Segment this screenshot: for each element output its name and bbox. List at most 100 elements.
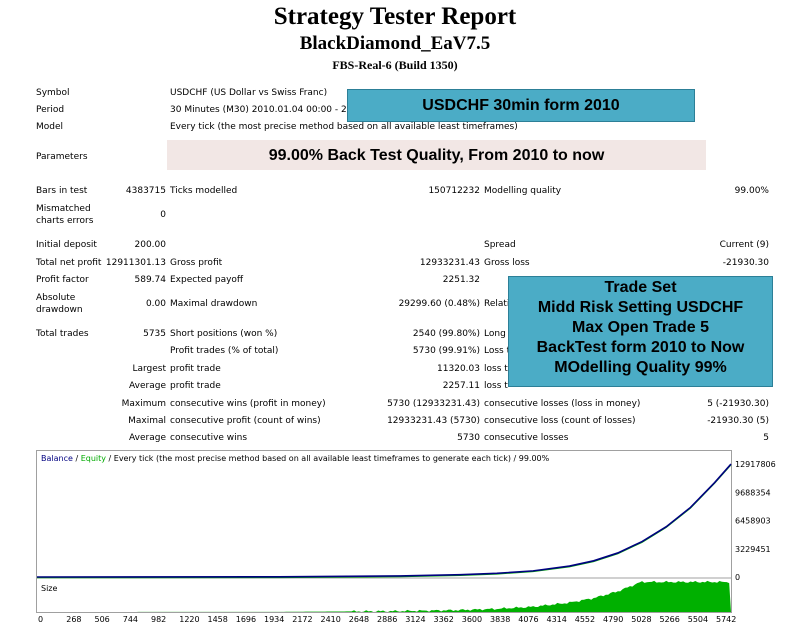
short-positions-label: Short positions (won %) <box>170 329 278 339</box>
x-tick-label: 5742 <box>716 615 736 624</box>
trade-set-line-1: Trade Set <box>604 279 677 296</box>
x-tick-label: 1934 <box>264 615 284 624</box>
x-tick-label: 3124 <box>405 615 425 624</box>
overlay-trade-set: Trade Set Midd Risk Setting USDCHF Max O… <box>508 276 773 387</box>
overlay-quality-note: 99.00% Back Test Quality, From 2010 to n… <box>167 140 706 170</box>
total-trades-value: 5735 <box>143 329 166 339</box>
largest-profit-value: 11320.03 <box>437 364 480 374</box>
maximal-consec-loss-label: consecutive loss (count of losses) <box>484 416 636 426</box>
model-label: Model <box>36 122 64 132</box>
x-tick-label: 4314 <box>547 615 567 624</box>
profit-trades-label: Profit trades (% of total) <box>170 346 279 356</box>
x-tick-label: 506 <box>95 615 110 624</box>
absolute-drawdown-value: 0.00 <box>145 299 166 309</box>
avg-consec-wins-value: 5730 <box>457 433 480 443</box>
x-tick-label: 2410 <box>321 615 341 624</box>
largest-profit-label: profit trade <box>170 364 221 374</box>
max-consec-losses-value: 5 (-21930.30) <box>707 399 769 409</box>
largest-loss-label: loss t <box>484 364 508 374</box>
max-consec-wins-label: consecutive wins (profit in money) <box>170 399 326 409</box>
x-tick-label: 1220 <box>179 615 199 624</box>
gross-loss-label: Gross loss <box>484 258 530 268</box>
x-tick-label: 268 <box>66 615 81 624</box>
modelling-quality-value: 99.00% <box>734 186 769 196</box>
x-tick-label: 5028 <box>631 615 651 624</box>
total-net-profit-value: 12911301.13 <box>105 258 166 268</box>
absolute-drawdown-label-1: Absolute <box>36 293 76 303</box>
avg-consec-losses-label: consecutive losses <box>484 433 569 443</box>
x-tick-label: 2886 <box>377 615 397 624</box>
x-tick-label: 982 <box>151 615 166 624</box>
profit-trades-value: 5730 (99.91%) <box>412 346 480 356</box>
gross-loss-value: -21930.30 <box>722 258 769 268</box>
x-tick-label: 3362 <box>434 615 454 624</box>
x-tick-label: 2648 <box>349 615 369 624</box>
initial-deposit-label: Initial deposit <box>36 240 97 250</box>
symbol-label: Symbol <box>36 88 70 98</box>
bars-in-test-label: Bars in test <box>36 186 88 196</box>
x-tick-label: 5266 <box>660 615 680 624</box>
x-tick-label: 1696 <box>236 615 256 624</box>
x-tick-label: 744 <box>123 615 138 624</box>
gross-profit-value: 12933231.43 <box>419 258 480 268</box>
average-consec-prefix: Average <box>129 433 166 443</box>
model-value: Every tick (the most precise method base… <box>170 122 518 132</box>
x-tick-label: 4552 <box>575 615 595 624</box>
maximal-consec-profit-value: 12933231.43 (5730) <box>387 416 480 426</box>
x-tick-label: 2172 <box>292 615 312 624</box>
profit-factor-label: Profit factor <box>36 275 89 285</box>
mismatched-label-2: charts errors <box>36 216 94 226</box>
x-tick-label: 5504 <box>688 615 708 624</box>
avg-consec-wins-label: consecutive wins <box>170 433 248 443</box>
profit-factor-value: 589.74 <box>134 275 167 285</box>
long-positions-label: Long <box>484 329 506 339</box>
average-profit-value: 2257.11 <box>442 381 480 391</box>
y-tick-label: 0 <box>735 573 740 582</box>
gross-profit-label: Gross profit <box>170 258 223 268</box>
maximal-consec-loss-value: -21930.30 (5) <box>707 416 769 426</box>
x-tick-label: 4790 <box>603 615 623 624</box>
y-tick-label: 3229451 <box>735 545 771 554</box>
report-title: Strategy Tester Report <box>273 3 517 30</box>
average-loss-label: loss t <box>484 381 508 391</box>
spread-value: Current (9) <box>719 240 769 250</box>
maximum-prefix: Maximum <box>121 399 166 409</box>
loss-trades-label: Loss t <box>484 346 511 356</box>
maximal-drawdown-label: Maximal drawdown <box>170 299 258 309</box>
y-tick-label: 12917806 <box>735 460 776 469</box>
x-ticks: 0 268 506 744 982 1220 1458 1696 1934 2172 2410 264… <box>38 615 736 624</box>
parameters-label: Parameters <box>36 152 88 162</box>
max-consec-wins-value: 5730 (12933231.43) <box>387 399 480 409</box>
x-tick-label: 1458 <box>208 615 228 624</box>
total-net-profit-label: Total net profit <box>36 258 102 268</box>
ticks-modelled-value: 150712232 <box>428 186 480 196</box>
mismatched-label-1: Mismatched <box>36 204 91 214</box>
max-consec-losses-label: consecutive losses (loss in money) <box>484 399 641 409</box>
y-tick-label: 6458903 <box>735 517 771 526</box>
overlay-symbol-note: USDCHF 30min form 2010 <box>347 89 695 122</box>
relative-drawdown-label: Relati <box>484 299 510 309</box>
absolute-drawdown-label-2: drawdown <box>36 305 83 315</box>
x-tick-label: 0 <box>38 615 43 624</box>
symbol-value: USDCHF (US Dollar vs Swiss Franc) <box>170 88 328 98</box>
avg-consec-losses-value: 5 <box>763 433 769 443</box>
y-ticks: 12917806 9688354 6458903 3229451 0 <box>735 460 776 582</box>
expert-name: BlackDiamond_EaV7.5 <box>299 33 491 54</box>
largest-prefix: Largest <box>132 364 166 374</box>
average-prefix: Average <box>129 381 166 391</box>
balance-chart-frame <box>36 450 732 613</box>
x-tick-label: 3600 <box>462 615 482 624</box>
ticks-modelled-label: Ticks modelled <box>170 186 238 196</box>
total-trades-label: Total trades <box>36 329 89 339</box>
maximal-consec-profit-label: consecutive profit (count of wins) <box>170 416 321 426</box>
period-value: 30 Minutes (M30) 2010.01.04 00:00 - 202 <box>170 105 359 115</box>
short-positions-value: 2540 (99.80%) <box>412 329 480 339</box>
x-tick-label: 4076 <box>518 615 538 624</box>
spread-label: Spread <box>484 240 516 250</box>
trade-set-line-5: MOdelling Quality 99% <box>554 359 727 376</box>
period-label: Period <box>36 105 65 115</box>
trade-set-line-4: BackTest form 2010 to Now <box>536 339 745 356</box>
expected-payoff-label: Expected payoff <box>170 275 244 285</box>
maximal-prefix: Maximal <box>128 416 166 426</box>
mismatched-value: 0 <box>160 210 166 220</box>
